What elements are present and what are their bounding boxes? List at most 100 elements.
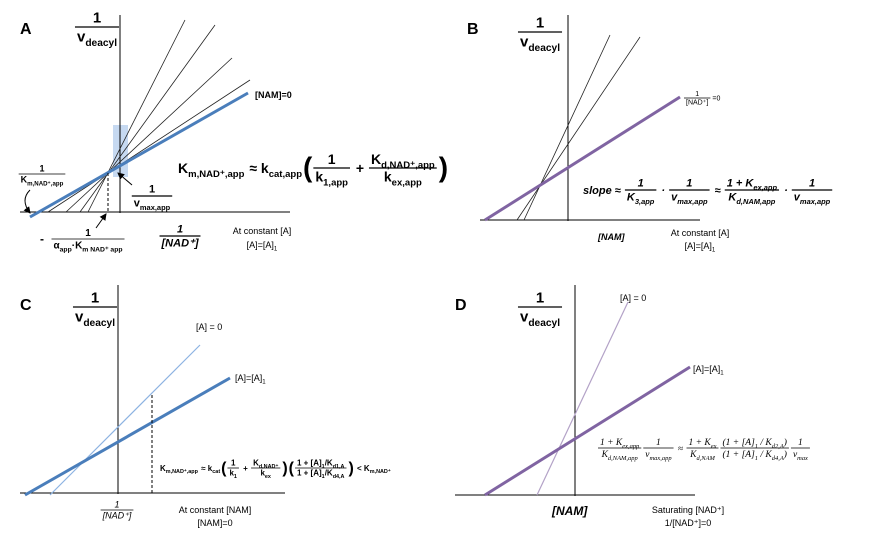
formula-text: [A]=[A]1 <box>685 241 716 254</box>
subscript: d1,A <box>333 464 345 470</box>
subscript: 1 <box>274 246 278 253</box>
formula-text: Kd,NAD⁺ <box>253 459 278 470</box>
plot-line <box>79 24 216 213</box>
subscript: ex <box>265 474 271 480</box>
condition: Saturating [NAD⁺] <box>652 505 724 515</box>
subscript: app <box>60 247 72 254</box>
formula-text: Km,NAD⁺,app <box>21 175 64 188</box>
text-part: k <box>315 168 323 184</box>
line-label: [A] = 0 <box>196 322 222 332</box>
formula-text: 1 <box>149 184 155 196</box>
sign: - <box>40 232 44 246</box>
text-part: K <box>253 459 259 468</box>
subscript: 1 <box>755 443 758 450</box>
subscript: 1 <box>322 474 325 480</box>
text-part: 1 + K <box>727 178 755 190</box>
formula-text: k1,app <box>315 168 348 188</box>
plot-line <box>29 91 249 219</box>
formula-text: ≈ kcat,app <box>245 160 302 180</box>
formula-text: ) <box>348 460 353 477</box>
formula-text: Kd,NAM,app <box>728 191 775 205</box>
text-part: k <box>260 469 265 478</box>
plot-line <box>49 344 201 496</box>
plot-line <box>516 36 641 221</box>
formula-text: [A]=[A]1 <box>693 364 724 377</box>
text-part: ≈ <box>676 444 686 454</box>
text-part: [NAD⁺] <box>686 100 708 107</box>
text-part: ) <box>439 151 448 182</box>
text-part: · <box>658 185 668 197</box>
text-part: v <box>77 28 86 45</box>
formula-text: ( <box>221 460 227 477</box>
text-part: 1 <box>91 290 99 307</box>
text-part: v <box>520 33 529 50</box>
text-part: 1 <box>798 438 803 448</box>
formula-text: + <box>352 160 368 176</box>
formula-text: 1 <box>536 15 544 32</box>
formula-text: vmax,app <box>645 450 672 462</box>
formula-text: [NAD⁺] <box>102 511 132 521</box>
subscript: deacyl <box>528 43 560 54</box>
text-part: 1 + [A] <box>297 459 322 468</box>
plot-line <box>47 79 251 213</box>
text-part: α <box>53 241 60 252</box>
text-part: ) <box>282 460 287 477</box>
formula-text: αapp·Km NAD⁺ app <box>53 241 122 254</box>
formula-text: 1 <box>638 178 644 190</box>
subscript: ex,app <box>392 178 422 189</box>
formula-text: vmax <box>793 450 808 462</box>
formula-text: 1 <box>798 438 803 448</box>
subscript: d,NAM <box>696 455 715 462</box>
subscript: d,NAD⁺,app <box>381 160 435 171</box>
formula-text: 1 <box>231 459 236 468</box>
formula-text: vdeacyl <box>520 33 560 54</box>
plot-line <box>536 301 629 496</box>
text-part: v <box>75 308 84 325</box>
subscript: 1 <box>322 464 325 470</box>
formula-text: 1 + Kex,app <box>600 438 640 450</box>
formula-text: 1 <box>656 438 661 448</box>
subscript: d,NAD⁺ <box>259 464 279 470</box>
subscript: deacyl <box>85 38 117 49</box>
subscript: ex,app <box>622 443 640 450</box>
subscript: max <box>797 455 808 462</box>
text-part: ≈ k <box>199 464 213 473</box>
formula-text: Km,NAD⁺,app <box>178 160 245 180</box>
text-part: 1 + K <box>600 438 623 448</box>
formula-text: ) <box>282 460 287 477</box>
subscript: m NAD⁺ app <box>82 247 122 254</box>
text-part: [A]=[A] <box>247 240 274 250</box>
text-part: K <box>601 450 609 460</box>
formula-text: 1 <box>114 499 119 509</box>
text-part: k <box>384 168 392 184</box>
subscript: deacyl <box>83 318 115 329</box>
line-label: [NAM]=0 <box>255 90 292 100</box>
formula-text: kex <box>260 469 271 480</box>
text-part: 1 <box>328 151 336 167</box>
formula-text: 1 <box>686 178 692 190</box>
text-part: 1 <box>536 290 544 307</box>
text-part: 1 <box>656 438 661 448</box>
text-part: ) <box>783 437 787 448</box>
text-part: (1 + [A] <box>723 437 756 448</box>
subscript: d2,A <box>772 443 784 450</box>
subscript: m,NAD⁺,app <box>27 180 63 187</box>
formula-text: (1 + [A]1 / Kd2,A) <box>723 437 787 450</box>
subscript: d,NAM,app <box>736 197 775 206</box>
text-part: [NAD⁺] <box>102 511 132 521</box>
formula-text: 1 <box>695 91 699 98</box>
formula-text: vdeacyl <box>77 28 117 49</box>
text-part: / K <box>758 438 772 448</box>
text-part: ·K <box>72 241 83 252</box>
text-part: [A]=[A] <box>685 241 712 251</box>
plot-line <box>65 57 233 213</box>
formula-text: 1 + [A]1/Kd4,A <box>297 469 345 480</box>
text-part: k <box>229 469 234 478</box>
text-part: v <box>134 197 141 209</box>
text-part: /K <box>325 469 333 478</box>
panel-label: B <box>467 21 479 38</box>
subscript: 1,app <box>323 178 348 189</box>
formula-text: k1 <box>229 469 236 480</box>
text-part: K <box>627 191 636 203</box>
text-part: ( <box>303 151 313 182</box>
